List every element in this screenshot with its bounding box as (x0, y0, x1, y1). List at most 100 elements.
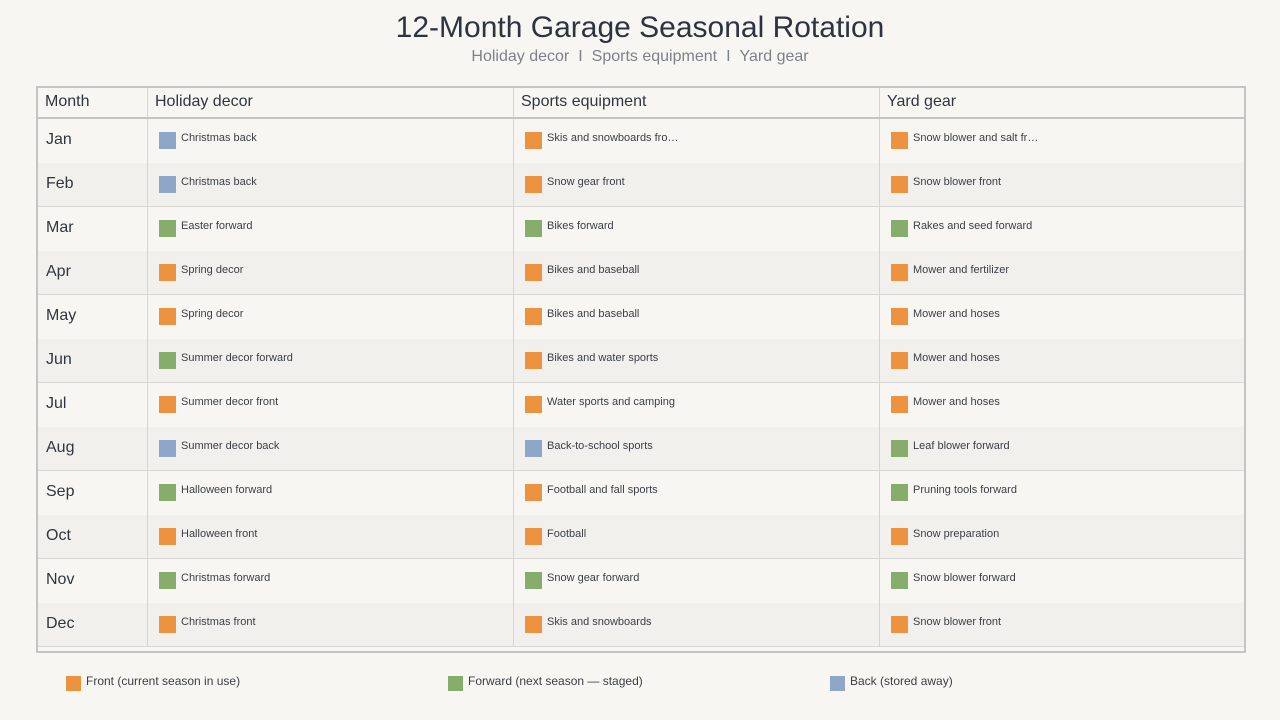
status-swatch (891, 308, 908, 325)
yard-gear-cell: Rakes and seed forward (880, 207, 1244, 251)
item-label: Mower and hoses (913, 352, 1000, 364)
yard-gear-cell: Leaf blower forward (880, 427, 1244, 470)
sports-equipment-cell: Football (514, 515, 880, 558)
status-swatch (891, 176, 908, 193)
sports-equipment-cell: Skis and snowboards fro… (514, 119, 880, 163)
status-swatch (525, 220, 542, 237)
status-swatch (159, 440, 176, 457)
subtitle-yard: Yard gear (739, 48, 809, 65)
sports-equipment-cell: Water sports and camping (514, 383, 880, 427)
subtitle-separator: I (726, 48, 731, 65)
month-cell: Nov (38, 559, 148, 603)
sports-equipment-cell: Bikes forward (514, 207, 880, 251)
month-cell: Jan (38, 119, 148, 163)
yard-gear-cell: Snow blower and salt fr… (880, 119, 1244, 163)
table-body: Jan Christmas back Skis and snowboards fro… (38, 119, 1244, 647)
sports-equipment-cell: Football and fall sports (514, 471, 880, 515)
table-row: Aug Summer decor back Back-to-school sport… (38, 427, 1244, 471)
month-cell: Feb (38, 163, 148, 206)
holiday-decor-cell: Summer decor back (148, 427, 514, 470)
sports-equipment-cell: Bikes and baseball (514, 251, 880, 294)
table-row: Jan Christmas back Skis and snowboards fro… (38, 119, 1244, 163)
holiday-decor-cell: Easter forward (148, 207, 514, 251)
item-label: Halloween front (181, 528, 258, 540)
item-label: Summer decor forward (181, 352, 293, 364)
item-label: Bikes forward (547, 220, 614, 232)
holiday-decor-cell: Summer decor forward (148, 339, 514, 382)
status-swatch (891, 572, 908, 589)
subtitle-holiday: Holiday decor (471, 48, 570, 65)
status-swatch (525, 264, 542, 281)
item-label: Pruning tools forward (913, 484, 1017, 496)
item-label: Snow preparation (913, 528, 1000, 540)
sports-equipment-cell: Bikes and water sports (514, 339, 880, 382)
status-swatch (159, 176, 176, 193)
status-swatch (159, 484, 176, 501)
yard-gear-cell: Mower and hoses (880, 295, 1244, 339)
item-label: Football and fall sports (547, 484, 658, 496)
month-cell: Aug (38, 427, 148, 470)
column-header-month: Month (38, 88, 148, 117)
yard-gear-cell: Mower and hoses (880, 339, 1244, 382)
status-swatch (159, 308, 176, 325)
month-cell: Apr (38, 251, 148, 294)
item-label: Christmas back (181, 132, 257, 144)
holiday-decor-cell: Halloween forward (148, 471, 514, 515)
legend-swatch-back (830, 676, 845, 691)
yard-gear-cell: Mower and fertilizer (880, 251, 1244, 294)
table-row: Feb Christmas back Snow gear front Snow blo… (38, 163, 1244, 207)
item-label: Skis and snowboards (547, 616, 652, 628)
item-label: Snow gear forward (547, 572, 640, 584)
item-label: Back-to-school sports (547, 440, 653, 452)
item-label: Easter forward (181, 220, 253, 232)
status-swatch (525, 308, 542, 325)
item-label: Bikes and water sports (547, 352, 659, 364)
table-row: Sep Halloween forward Football and fall sp… (38, 471, 1244, 515)
subtitle-sports: Sports equipment (591, 48, 718, 65)
legend-label-back: Back (stored away) (850, 674, 953, 688)
status-swatch (891, 352, 908, 369)
table-row: Oct Halloween front Football Snow preparati… (38, 515, 1244, 559)
item-label: Bikes and baseball (547, 308, 640, 320)
status-swatch (891, 264, 908, 281)
status-swatch (891, 484, 908, 501)
sports-equipment-cell: Skis and snowboards (514, 603, 880, 646)
item-label: Skis and snowboards fro… (547, 132, 679, 144)
legend-label-forward: Forward (next season — staged) (468, 674, 643, 688)
status-swatch (159, 528, 176, 545)
rotation-table: Month Holiday decor Sports equipment Yar… (36, 86, 1246, 653)
item-label: Snow gear front (547, 176, 625, 188)
status-swatch (525, 176, 542, 193)
status-swatch (159, 616, 176, 633)
status-swatch (525, 572, 542, 589)
status-swatch (525, 440, 542, 457)
status-swatch (891, 528, 908, 545)
status-swatch (159, 264, 176, 281)
status-swatch (891, 396, 908, 413)
legend-swatch-forward (448, 676, 463, 691)
item-label: Christmas forward (181, 572, 271, 584)
yard-gear-cell: Snow blower front (880, 163, 1244, 206)
legend-swatch-front (66, 676, 81, 691)
status-swatch (525, 616, 542, 633)
status-swatch (159, 396, 176, 413)
yard-gear-cell: Mower and hoses (880, 383, 1244, 427)
page-title: 12-Month Garage Seasonal Rotation (395, 11, 885, 44)
item-label: Water sports and camping (547, 396, 675, 408)
yard-gear-cell: Snow preparation (880, 515, 1244, 558)
item-label: Mower and hoses (913, 308, 1000, 320)
column-header-holiday-decor: Holiday decor (148, 88, 514, 117)
sports-equipment-cell: Back-to-school sports (514, 427, 880, 470)
item-label: Snow blower front (913, 616, 1002, 628)
holiday-decor-cell: Christmas back (148, 163, 514, 206)
status-swatch (891, 440, 908, 457)
month-cell: Jul (38, 383, 148, 427)
item-label: Spring decor (181, 308, 244, 320)
item-label: Football (547, 528, 587, 540)
item-label: Snow blower and salt fr… (913, 132, 1039, 144)
legend-label-front: Front (current season in use) (86, 674, 241, 688)
table-row: Apr Spring decor Bikes and baseball Mower a… (38, 251, 1244, 295)
item-label: Christmas front (181, 616, 256, 628)
month-cell: Dec (38, 603, 148, 646)
status-swatch (891, 616, 908, 633)
